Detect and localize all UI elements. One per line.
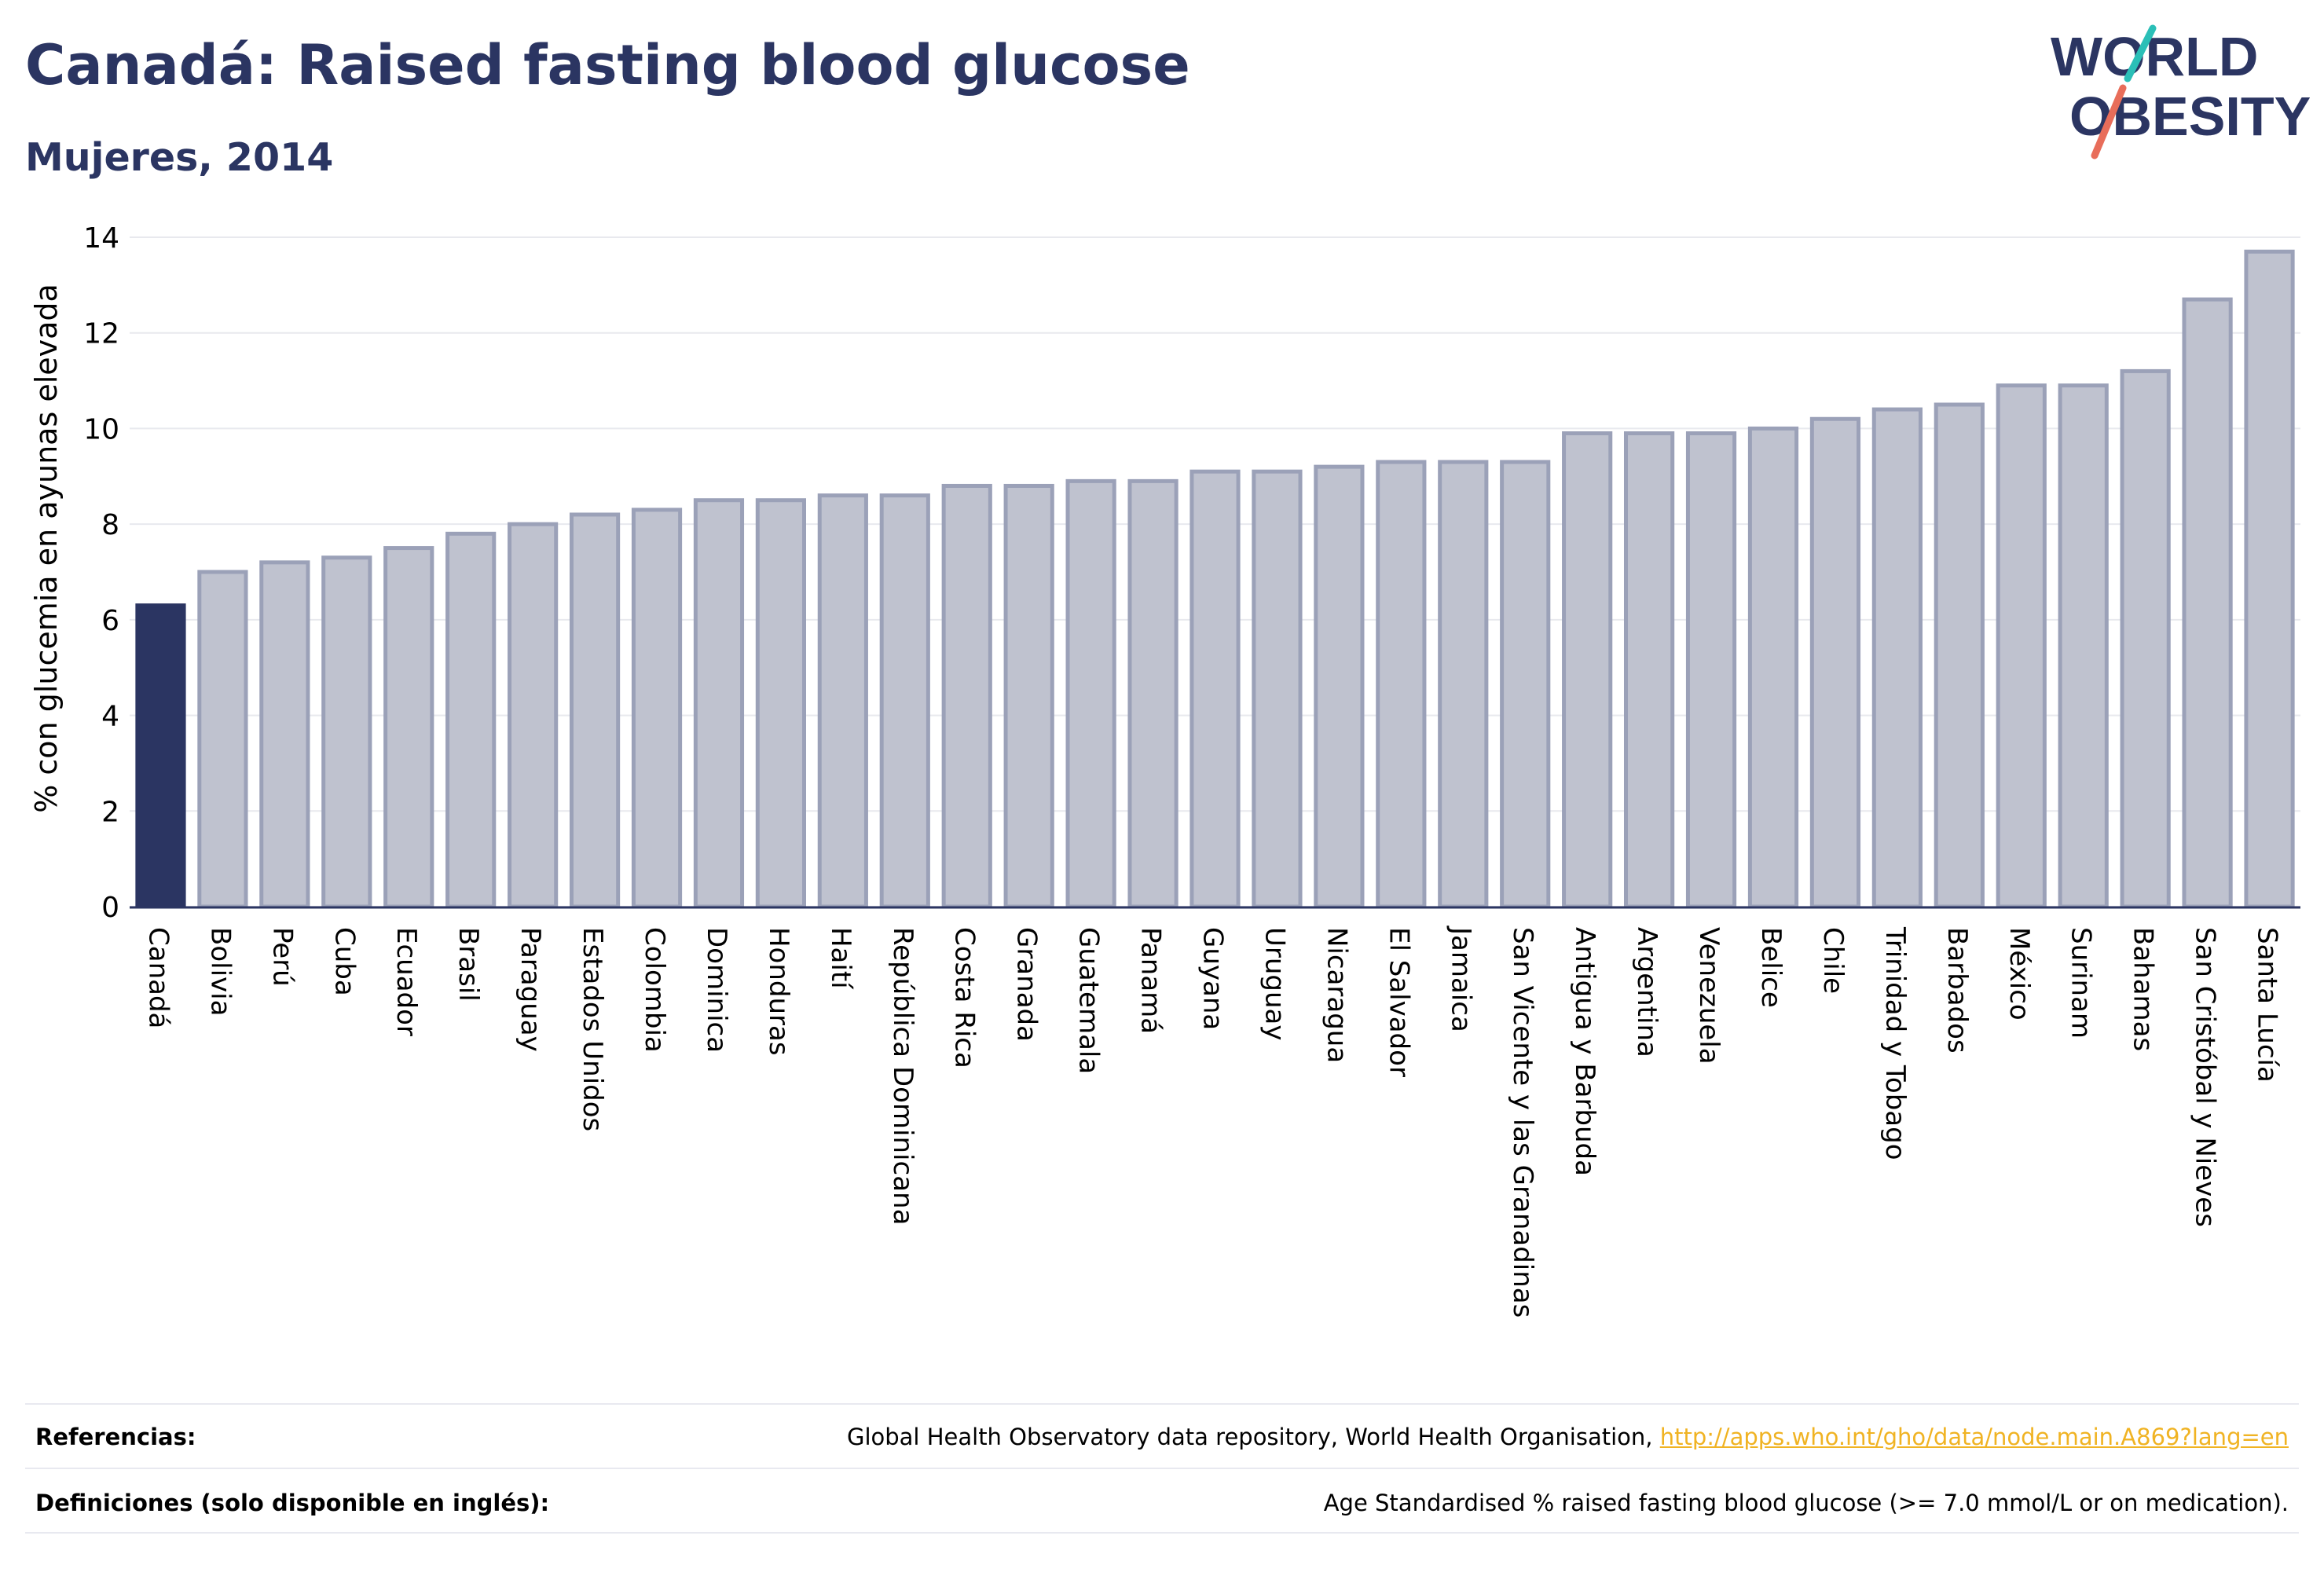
x-tick-label: Nicaragua [1321,927,1352,1063]
x-tick-label: Ecuador [390,927,422,1036]
x-tick-label: Jamaica [1445,925,1476,1032]
y-tick-label: 8 [101,509,119,541]
bar-22 [1500,460,1551,909]
x-tick-label: Trinidad y Tobago [1879,926,1911,1160]
x-tick-label: Paraguay [515,927,546,1052]
x-tick-label: Uruguay [1259,927,1290,1041]
x-tick-label: Granada [1011,927,1043,1042]
x-tick-label: Guyana [1197,927,1229,1030]
y-axis-ticks: 0 2 4 6 8 10 12 14 [83,222,119,924]
x-tick-label: Argentina [1631,927,1662,1057]
bar-32 [2120,368,2171,909]
y-tick-label: 4 [101,701,119,733]
bar-5 [445,531,497,909]
bar-19 [1314,464,1365,909]
bar-chart: 0 2 4 6 8 10 12 14 Canadá Bolivia Perú Cuba Ecuador… [29,222,2300,1318]
definitions-text: Age Standardised % raised fasting blood … [1323,1490,2289,1516]
x-tick-label: República Dominicana [887,927,918,1225]
bar-28 [1871,407,1923,909]
x-tick-label: Estados Unidos [577,927,608,1131]
x-tick-label: Chile [1817,927,1849,994]
bar-10 [755,498,807,909]
x-tick-label: Santa Lucía [2252,927,2283,1083]
bar-21 [1438,460,1489,909]
logo-line1: WORLD [2051,26,2258,87]
y-tick-label: 0 [101,892,119,924]
world-obesity-logo: WORLD OBESITY [2051,24,2310,159]
x-tick-label: Guatemala [1073,927,1105,1074]
x-tick-label: Honduras [763,927,794,1056]
bars [135,249,2295,909]
bar-17 [1189,469,1241,909]
bar-0 [135,603,186,909]
x-tick-label: Bahamas [2128,927,2159,1051]
references-link[interactable]: http://apps.who.int/gho/data/node.main.A… [1659,1424,2289,1450]
bar-23 [1562,431,1613,909]
bar-12 [879,493,930,909]
x-tick-label: Cuba [328,927,360,996]
x-tick-label: El Salvador [1383,927,1414,1077]
bar-11 [817,493,868,909]
x-tick-label: Colombia [639,927,670,1053]
references-label: Referencias: [35,1424,196,1450]
bar-6 [508,522,559,909]
bar-7 [569,512,621,909]
bar-26 [1747,426,1799,909]
page-title: Canadá: Raised fasting blood glucose [25,33,1190,97]
x-tick-label: San Cristóbal y Nieves [2190,927,2221,1227]
bar-20 [1376,460,1427,909]
bar-13 [941,483,992,909]
x-tick-label: Surinam [2066,927,2097,1039]
y-axis-label: % con glucemia en ayunas elevada [29,284,64,813]
x-tick-label: San Vicente y las Granadinas [1507,927,1538,1318]
bar-4 [383,546,434,909]
x-tick-label: Venezuela [1693,927,1725,1065]
x-tick-label: Costa Rica [949,927,981,1068]
bar-2 [259,560,310,909]
footer-divider-bottom [25,1532,2299,1534]
bar-1 [197,570,248,909]
x-tick-label: Bolivia [204,927,236,1016]
bar-24 [1623,431,1675,909]
bar-25 [1685,431,1737,909]
bar-9 [693,498,745,909]
x-tick-label: México [2003,927,2035,1021]
y-tick-label: 12 [83,318,119,350]
bar-31 [2058,383,2109,909]
y-tick-label: 2 [101,796,119,828]
bar-3 [321,555,372,909]
bar-27 [1809,416,1861,909]
x-tick-label: Belice [1755,927,1787,1008]
x-tick-label: Antigua y Barbuda [1569,927,1600,1176]
bar-30 [1996,383,2047,909]
bar-34 [2244,249,2295,909]
x-tick-label: Canadá [142,927,174,1028]
references-value: Global Health Observatory data repositor… [847,1424,2289,1450]
x-tick-label: Haití [825,927,856,990]
footer-divider-top [25,1403,2299,1405]
definitions-label: Definiciones (solo disponible en inglés)… [35,1490,550,1516]
bar-29 [1934,402,1985,909]
y-tick-label: 14 [83,222,119,255]
y-tick-label: 6 [101,605,119,637]
x-tick-label: Panamá [1135,927,1167,1034]
y-tick-label: 10 [83,413,119,445]
x-tick-label: Barbados [1941,927,1973,1054]
logo-coral-slash [2091,84,2127,159]
x-tick-label: Dominica [701,927,732,1053]
bar-14 [1003,483,1054,909]
x-axis-ticks: Canadá Bolivia Perú Cuba Ecuador Brasil Paragu… [142,925,2282,1318]
x-tick-label: Perú [266,927,298,987]
bar-16 [1127,478,1178,909]
page-subtitle: Mujeres, 2014 [25,135,334,180]
logo-teal-slash [2124,24,2157,82]
footer-divider-middle [25,1468,2299,1469]
x-tick-label: Brasil [453,927,484,1002]
bar-8 [631,508,683,909]
bar-15 [1065,478,1116,909]
bar-18 [1252,469,1303,909]
references-text: Global Health Observatory data repositor… [846,1424,1660,1450]
bar-33 [2182,297,2233,909]
